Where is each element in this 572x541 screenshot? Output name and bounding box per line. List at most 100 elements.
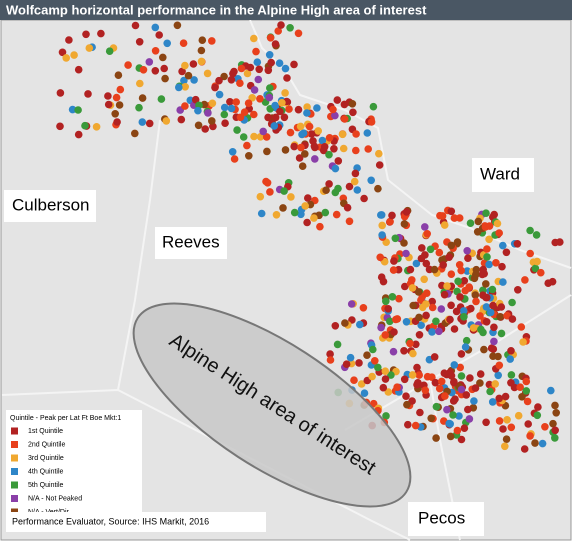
well-dot	[443, 405, 451, 414]
well-dot	[277, 21, 285, 29]
well-dot	[353, 186, 362, 194]
well-dot	[402, 318, 411, 326]
well-dot	[377, 211, 386, 219]
well-dot	[408, 276, 416, 284]
well-dot	[220, 72, 228, 81]
well-dot	[339, 144, 348, 153]
well-dot	[321, 208, 330, 217]
well-dot	[388, 293, 397, 301]
well-dot	[181, 102, 189, 110]
county-line	[117, 119, 161, 391]
well-dot	[356, 320, 364, 329]
well-dot	[198, 36, 207, 44]
source: Performance Evaluator, Source: IHS Marki…	[12, 516, 209, 526]
well-dot	[360, 389, 369, 398]
well-dot	[518, 393, 526, 401]
well-dot	[520, 445, 529, 453]
well-dot	[421, 223, 429, 231]
region-label-bg	[4, 190, 96, 222]
well-dot	[450, 214, 459, 222]
well-dot	[326, 356, 335, 364]
well-dot	[413, 380, 421, 389]
well-dot	[349, 108, 357, 117]
well-dot	[363, 351, 371, 360]
well-dot	[507, 423, 516, 432]
well-dot	[531, 439, 539, 447]
well-dot	[350, 376, 358, 385]
well-dot	[331, 111, 339, 120]
well-dot	[443, 282, 451, 290]
well-dot	[378, 221, 387, 230]
legend-label: 4th Quintile	[28, 468, 64, 475]
county-line	[344, 294, 572, 431]
well-dot	[320, 143, 329, 151]
well-dot	[446, 315, 454, 324]
well-dot	[275, 59, 284, 67]
well-dot	[56, 89, 65, 97]
well-dot	[70, 51, 78, 59]
well-dot	[381, 367, 390, 376]
well-dot	[499, 278, 507, 286]
well-dot	[281, 89, 289, 97]
well-dot	[352, 130, 360, 138]
well-dot	[276, 107, 284, 116]
well-dot	[290, 142, 299, 151]
well-dot	[547, 386, 555, 395]
legend-swatch	[11, 468, 18, 475]
well-dot	[406, 339, 414, 348]
well-dot	[295, 154, 304, 162]
well-dot	[262, 133, 271, 141]
well-dot	[236, 113, 245, 122]
well-dot	[435, 248, 444, 257]
well-dot	[485, 235, 493, 244]
well-dot	[389, 347, 398, 356]
well-dot	[318, 136, 327, 145]
well-dot	[400, 375, 409, 384]
well-dot	[400, 220, 409, 228]
well-dot	[369, 102, 378, 111]
well-dot	[428, 303, 437, 312]
well-dot	[310, 214, 318, 222]
well-dot	[254, 75, 263, 84]
well-dot	[351, 169, 360, 178]
well-dot	[220, 110, 229, 119]
well-dot	[491, 380, 500, 388]
well-dot	[181, 83, 189, 91]
well-dot	[316, 222, 324, 231]
well-dot	[551, 401, 559, 410]
well-dot	[62, 54, 70, 62]
well-dot	[412, 340, 420, 349]
well-dot	[479, 291, 487, 300]
well-dot	[138, 94, 147, 102]
well-dot	[450, 325, 459, 333]
well-dot	[427, 414, 436, 423]
well-dot	[283, 74, 291, 82]
well-dot	[382, 412, 390, 420]
well-dot	[305, 122, 314, 131]
well-dot	[294, 29, 303, 38]
well-dot	[340, 100, 349, 109]
well-dot	[489, 301, 497, 310]
well-dot	[379, 277, 388, 286]
well-dot	[345, 217, 354, 226]
well-dot	[516, 383, 524, 392]
well-dot	[303, 218, 311, 227]
well-dot	[473, 228, 482, 236]
well-dot	[151, 67, 160, 75]
well-dot	[363, 129, 372, 137]
legend-swatch	[11, 481, 18, 489]
well-dot	[334, 157, 343, 165]
well-dot	[233, 126, 241, 134]
well-dot	[114, 71, 123, 79]
well-dot	[456, 363, 465, 372]
well-dot	[104, 92, 112, 100]
well-dot	[325, 180, 333, 188]
well-dot	[384, 388, 393, 396]
well-dot	[286, 24, 294, 32]
well-dot	[488, 398, 497, 406]
well-dot	[551, 426, 559, 435]
well-dot	[507, 371, 516, 379]
well-dot	[285, 105, 293, 113]
well-dot	[359, 304, 368, 312]
well-dot	[313, 104, 321, 112]
